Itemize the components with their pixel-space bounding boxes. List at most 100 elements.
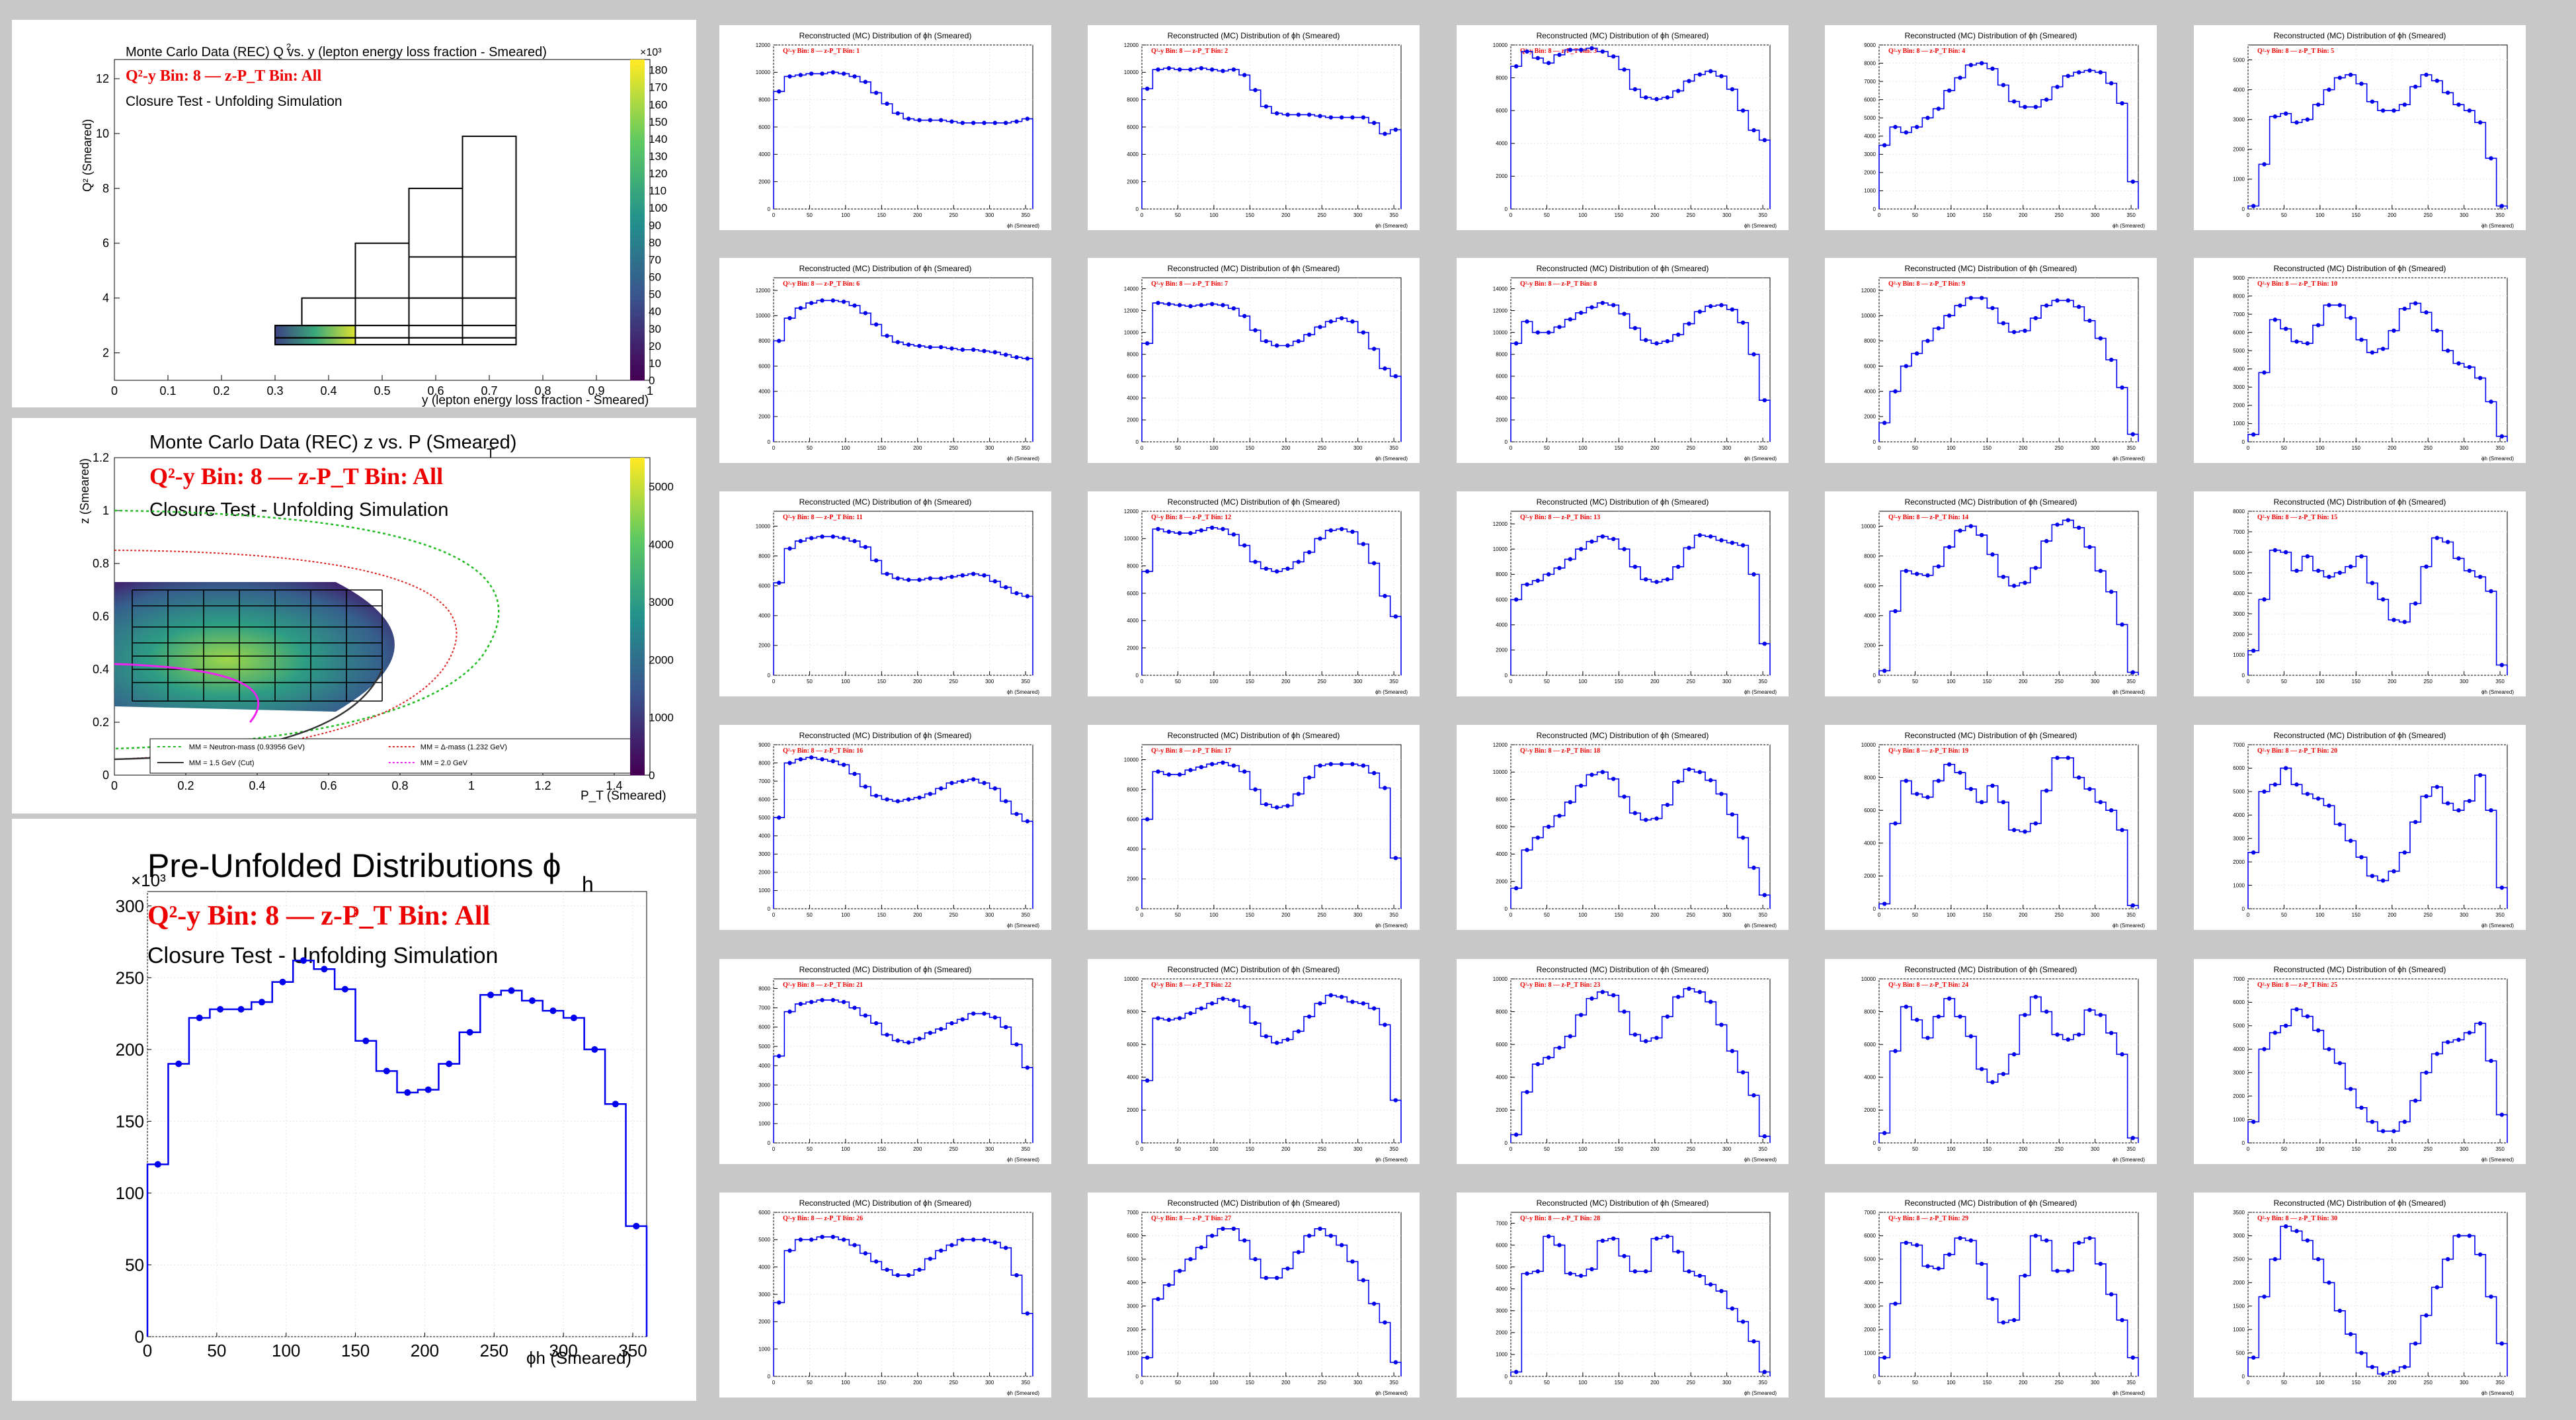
histogram-bin-marker bbox=[2066, 518, 2071, 522]
panel-title: Reconstructed (MC) Distribution of ϕh (S… bbox=[1537, 497, 1709, 507]
x-tick-label: 200 bbox=[411, 1341, 439, 1360]
histogram-bin-marker bbox=[2087, 318, 2092, 323]
q2y-colorbar-segment bbox=[630, 65, 645, 71]
histogram-line bbox=[1141, 67, 1402, 209]
y-tick-label: 14000 bbox=[1124, 286, 1139, 292]
histogram-bin-marker bbox=[2380, 1372, 2386, 1376]
q2y-colorbar-label: 40 bbox=[649, 306, 661, 318]
histogram-bin-marker bbox=[809, 1237, 814, 1242]
histogram-bin-marker bbox=[841, 300, 846, 304]
x-tick-label: 200 bbox=[2019, 912, 2028, 918]
histogram-bin-marker bbox=[1687, 1269, 1691, 1274]
histogram-bin-marker bbox=[2467, 1233, 2472, 1238]
histogram-bin-marker bbox=[798, 1237, 803, 1242]
histogram-bin-marker bbox=[2413, 819, 2418, 825]
zpt-xlabel: P_T (Smeared) bbox=[581, 789, 666, 803]
histogram-line bbox=[773, 999, 1033, 1143]
x-tick-label: 300 bbox=[1722, 1380, 1732, 1386]
panel-title: Reconstructed (MC) Distribution of ϕh (S… bbox=[2274, 497, 2446, 507]
y-tick-label: 7000 bbox=[758, 1005, 770, 1011]
zpt-colorbar-segment bbox=[630, 579, 645, 585]
histogram-bin-marker bbox=[1675, 1249, 1681, 1254]
zpt-colorbar-segment bbox=[630, 484, 645, 490]
histogram-line bbox=[1878, 297, 2139, 442]
panel-title: Reconstructed (MC) Distribution of ϕh (S… bbox=[2274, 965, 2446, 974]
panel-xlabel: ϕh (Smeared) bbox=[1375, 223, 1408, 229]
histogram-bin-marker bbox=[1632, 1269, 1638, 1274]
histogram-bin-marker bbox=[2273, 1030, 2278, 1035]
histogram-bin-marker bbox=[1535, 835, 1541, 840]
histogram-bin-marker bbox=[1231, 998, 1236, 1003]
x-tick-label: 0 bbox=[1509, 212, 1513, 218]
histogram-bin-marker bbox=[2499, 434, 2505, 439]
histogram-bin-marker bbox=[1687, 79, 1691, 83]
histogram-bin-marker bbox=[1003, 1245, 1008, 1250]
panel-xlabel: ϕh (Smeared) bbox=[1375, 456, 1408, 462]
histogram-bin-marker bbox=[1600, 49, 1605, 54]
histogram-bin-marker bbox=[1751, 1339, 1756, 1344]
histogram-bin-marker bbox=[2273, 114, 2278, 119]
y-tick-label: 9000 bbox=[758, 742, 770, 748]
y-tick-label: 12000 bbox=[1493, 742, 1508, 748]
q2y-colorbar-label: 110 bbox=[649, 185, 666, 197]
histogram-bin-marker bbox=[798, 73, 803, 77]
histogram-bin-marker bbox=[2305, 1014, 2310, 1019]
histogram-bin-marker bbox=[1925, 116, 1930, 120]
histogram-bin-marker bbox=[2294, 1007, 2299, 1012]
histogram-bin-marker bbox=[906, 797, 911, 802]
histogram-bin-marker bbox=[1525, 582, 1529, 587]
panel-title: Reconstructed (MC) Distribution of ϕh (S… bbox=[2274, 731, 2446, 740]
x-tick-label: 0 bbox=[1141, 212, 1144, 218]
histogram-bin-marker bbox=[2305, 792, 2310, 796]
x-tick-label: 100 bbox=[1578, 1380, 1588, 1386]
histogram-bin-marker bbox=[2499, 204, 2505, 208]
y-tick-label: 0 bbox=[1873, 1140, 1876, 1146]
histogram-bin-marker bbox=[1730, 307, 1735, 312]
histogram-bin-marker bbox=[2001, 1320, 2006, 1325]
y-tick-label: 2000 bbox=[758, 1319, 770, 1325]
histogram-bin-marker bbox=[2011, 1317, 2017, 1323]
y-tick-label: 8000 bbox=[1127, 97, 1139, 103]
x-tick-label: 250 bbox=[2424, 445, 2433, 451]
x-tick-label: 250 bbox=[2424, 912, 2433, 918]
histogram-bin-marker bbox=[2477, 773, 2483, 778]
panel-xlabel: ϕh (Smeared) bbox=[2481, 223, 2514, 229]
histogram-bin-marker bbox=[1719, 1023, 1724, 1027]
zpt-colorbar-segment bbox=[630, 553, 645, 559]
plot-frame bbox=[2247, 978, 2508, 1144]
histogram-bin-marker bbox=[1525, 49, 1529, 54]
histogram-line bbox=[2247, 1226, 2508, 1376]
histogram-bin-marker bbox=[928, 1030, 933, 1035]
histogram-bin-marker bbox=[1145, 569, 1150, 574]
x-tick-label: 100 bbox=[1209, 445, 1219, 451]
histogram-bin-marker bbox=[1632, 325, 1638, 331]
y-tick-label: 6000 bbox=[1496, 597, 1508, 603]
histogram-bin-marker bbox=[1958, 528, 1962, 533]
histogram-bin-marker bbox=[885, 333, 889, 338]
x-tick-label: 50 bbox=[1912, 679, 1918, 685]
histogram-bin-marker bbox=[938, 1248, 944, 1253]
histogram-bin-marker bbox=[1990, 783, 1995, 788]
y-tick-label: 0 bbox=[1873, 1374, 1876, 1380]
y-tick-label: 2000 bbox=[1496, 1107, 1508, 1113]
y-tick-label: 0 bbox=[1136, 1140, 1139, 1146]
histogram-bin-marker bbox=[1958, 1235, 1962, 1241]
histogram-bin-marker bbox=[798, 757, 803, 762]
y-tick-label: 8000 bbox=[1864, 774, 1876, 780]
y-tick-label: 9000 bbox=[1864, 42, 1876, 48]
phi-h-panel-bin-24: Reconstructed (MC) Distribution of ϕh (S… bbox=[1825, 959, 2157, 1164]
x-tick-label: 350 bbox=[2126, 1380, 2136, 1386]
histogram-bin-marker bbox=[2445, 801, 2450, 806]
y-tick-label: 8000 bbox=[758, 985, 770, 991]
x-tick-label: 100 bbox=[2315, 912, 2325, 918]
y-tick-label: 4000 bbox=[1127, 151, 1139, 157]
panel-xlabel: ϕh (Smeared) bbox=[1375, 923, 1408, 929]
histogram-bin-marker bbox=[341, 985, 348, 993]
histogram-bin-marker bbox=[1751, 352, 1756, 356]
x-tick-label: 100 bbox=[1209, 212, 1219, 218]
histogram-bin-marker bbox=[1199, 528, 1204, 533]
histogram-bin-marker bbox=[798, 1001, 803, 1007]
q2y-colorbar-segment bbox=[630, 75, 645, 81]
histogram-bin-marker bbox=[1253, 1021, 1258, 1026]
x-tick-label: 300 bbox=[549, 1341, 577, 1360]
